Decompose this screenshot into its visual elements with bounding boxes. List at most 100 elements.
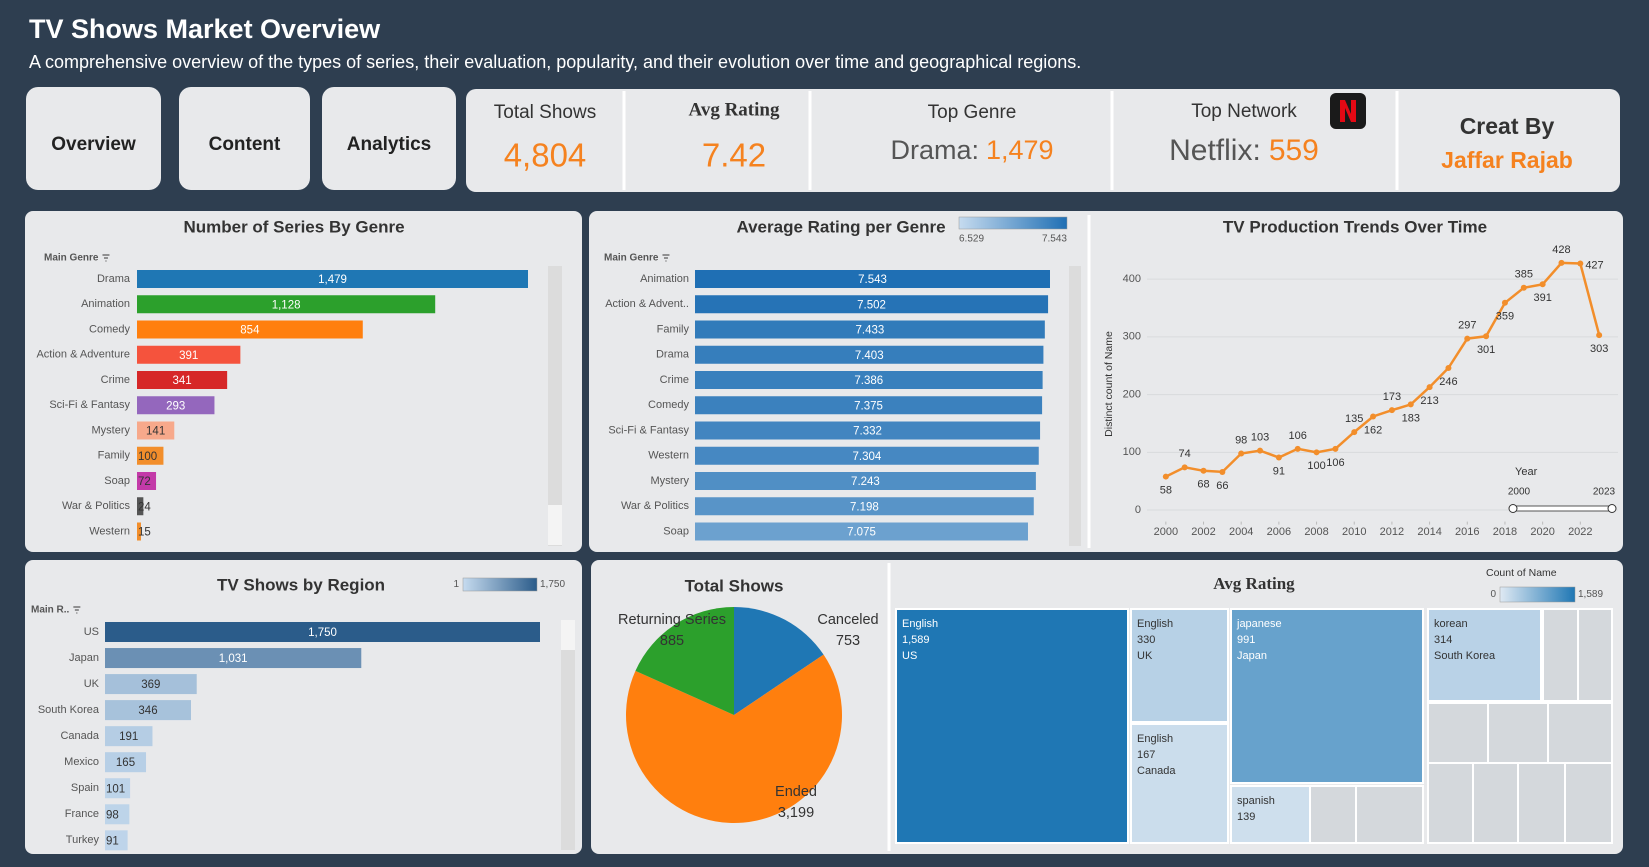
treemap-small-tiles [1309, 608, 1613, 844]
nav-label[interactable]: Content [209, 134, 281, 155]
nav-label[interactable]: Overview [51, 134, 136, 155]
y-tick-label: Mystery [92, 424, 131, 436]
data-label: 165 [116, 757, 135, 769]
data-label: 135 [1345, 413, 1363, 425]
tile-region: Japan [1237, 650, 1267, 662]
bar [695, 472, 1036, 490]
bar [695, 270, 1050, 288]
point [1577, 260, 1584, 267]
data-label: 7.502 [857, 299, 886, 311]
bar [695, 345, 1044, 364]
legend-tick-label: 0 [1490, 589, 1496, 600]
data-label: 91 [1273, 465, 1285, 477]
point [1445, 365, 1452, 372]
data-label: 293 [166, 400, 185, 412]
slice-label: Ended [775, 784, 817, 800]
y-tick-label: Action & Advent.. [605, 298, 689, 310]
data-label: 101 [106, 783, 125, 795]
legend-title: Count of Name [1486, 567, 1557, 579]
scrollbar-thumb[interactable] [561, 620, 575, 650]
bar [105, 622, 540, 642]
chart-title: TV Shows by Region [217, 575, 385, 594]
tile-region: US [902, 650, 917, 662]
tile [1355, 785, 1424, 844]
scrollbar[interactable] [561, 620, 575, 850]
data-label: 7.304 [852, 451, 881, 463]
tile [1517, 762, 1566, 844]
y-tick-label: Western [648, 450, 689, 462]
nav-label[interactable]: Analytics [347, 134, 431, 155]
tile [1230, 608, 1424, 784]
y-axis-header: Main Genre [604, 253, 659, 264]
x-tick-label: 2016 [1455, 526, 1479, 538]
y-tick-label: Mystery [651, 475, 690, 487]
bar [105, 674, 197, 695]
tile-region: UK [1137, 650, 1153, 662]
data-label: 346 [138, 705, 157, 717]
data-label: 98 [1235, 434, 1247, 446]
color-legend [958, 216, 1068, 230]
data-label: 173 [1383, 391, 1401, 403]
tile-label: korean [1434, 618, 1468, 630]
bar [105, 648, 362, 669]
x-tick-label: 2006 [1267, 526, 1291, 538]
page-title: TV Shows Market Overview [29, 14, 381, 44]
data-label: 72 [138, 476, 151, 488]
y-tick-label: Animation [640, 273, 689, 285]
y-tick-label: 0 [1135, 504, 1141, 516]
nav-content[interactable]: Content [179, 87, 310, 190]
bar [105, 804, 130, 825]
point [1426, 384, 1433, 391]
tile [1542, 608, 1579, 702]
scrollbar[interactable] [1069, 266, 1081, 546]
point [1558, 259, 1565, 266]
kpi-value: 4,804 [504, 137, 587, 174]
data-label: 7.375 [854, 400, 883, 412]
scrollbar[interactable] [548, 266, 562, 546]
y-tick-label: War & Politics [62, 500, 131, 512]
point [1464, 335, 1471, 342]
bar [105, 752, 147, 773]
filter-handle[interactable] [1607, 504, 1617, 513]
legend-tick-label: 7.543 [1042, 234, 1067, 245]
bar [137, 320, 363, 339]
kpi-value: 559 [1269, 134, 1319, 167]
bar [695, 446, 1039, 465]
data-label: 1,750 [308, 627, 337, 639]
nav-analytics[interactable]: Analytics [322, 87, 456, 190]
chart-title: Number of Series By Genre [183, 217, 404, 236]
kpi-label: Top Network [1191, 101, 1297, 122]
y-tick-label: Crime [101, 374, 130, 386]
slice-label: Returning Series [618, 612, 726, 628]
nav-overview[interactable]: Overview [26, 87, 161, 190]
y-tick-label: Sci-Fi & Fantasy [49, 399, 130, 411]
data-label: 341 [172, 375, 191, 387]
point [1257, 447, 1264, 454]
point [1501, 299, 1508, 306]
filter-handle[interactable] [1508, 504, 1518, 513]
chart-title: TV Production Trends Over Time [1223, 217, 1487, 236]
bar [105, 700, 192, 721]
bar [137, 396, 215, 415]
bar [137, 497, 144, 516]
nav-button[interactable] [179, 87, 310, 190]
y-tick-label: Animation [81, 298, 130, 310]
data-label: 91 [106, 835, 119, 847]
bar [695, 396, 1043, 415]
data-label: 141 [146, 426, 165, 438]
y-tick-label: Drama [97, 273, 131, 285]
scrollbar-thumb[interactable] [548, 505, 562, 545]
kpi-label: Avg Rating [689, 99, 780, 120]
nav-button[interactable] [26, 87, 161, 190]
data-label: 369 [141, 679, 160, 691]
tile-label: spanish [1237, 795, 1275, 807]
point [1351, 429, 1358, 436]
tile [1309, 785, 1357, 844]
nav-button[interactable] [322, 87, 456, 190]
kpi-value-line: Drama: 1,479 [890, 135, 1053, 165]
kpi-value: 7.42 [702, 137, 766, 174]
data-label: 7.198 [850, 501, 879, 513]
data-label: 7.403 [855, 350, 884, 362]
y-axis-title: Distinct count of Name [1103, 331, 1115, 437]
kpi-value: 1,479 [986, 135, 1054, 165]
